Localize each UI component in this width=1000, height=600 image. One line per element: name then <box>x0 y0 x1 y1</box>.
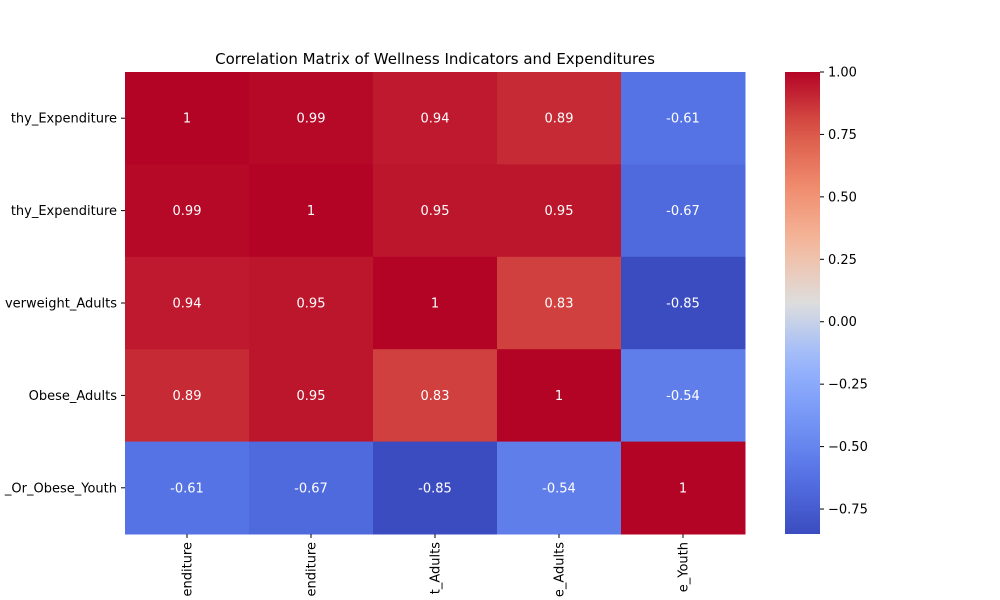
cell-value-label: 0.99 <box>297 112 326 127</box>
cell-value-label: 0.94 <box>173 297 202 312</box>
colorbar-tick-label: −0.25 <box>828 378 868 393</box>
colorbar-tick-label: 0.25 <box>828 253 857 268</box>
heatmap-cell <box>125 256 250 350</box>
heatmap-cell <box>497 256 622 350</box>
heatmap-cell <box>373 164 498 258</box>
cell-value-label: 1 <box>431 297 439 312</box>
colorbar-tick-label: 1.00 <box>828 66 857 81</box>
cell-value-label: -0.67 <box>666 204 700 219</box>
column-label: enditure <box>181 542 196 597</box>
heatmap-cell <box>373 72 498 165</box>
heatmap-cell <box>249 164 374 258</box>
column-label: t_Adults <box>429 542 444 594</box>
heatmap-cell <box>497 72 622 165</box>
colorbar-tick-label: 0.00 <box>828 315 857 330</box>
heatmap-cell <box>497 164 622 258</box>
heatmap-cell <box>373 441 498 535</box>
cell-value-label: -0.54 <box>666 389 700 404</box>
row-label: thy_Expenditure <box>11 112 117 127</box>
heatmap-cell <box>621 349 746 443</box>
cell-value-label: -0.61 <box>666 112 700 127</box>
cell-value-label: 0.95 <box>297 297 326 312</box>
colorbar <box>785 72 820 534</box>
heatmap-cell <box>125 441 250 535</box>
heatmap-cell <box>249 349 374 443</box>
cell-value-label: 0.89 <box>173 389 202 404</box>
cell-value-label: -0.67 <box>294 481 328 496</box>
colorbar-tick-label: 0.50 <box>828 190 857 205</box>
heatmap-cell <box>125 164 250 258</box>
heatmap-cell <box>621 441 746 535</box>
cell-value-label: 1 <box>555 389 563 404</box>
cell-value-label: 0.95 <box>421 204 450 219</box>
cell-annotations: 1 0.99 0.94 0.89 -0.61 0.99 1 0.95 0.95 -0.67 0.94… <box>170 112 700 497</box>
heatmap-cell <box>621 164 746 258</box>
cell-value-label: -0.85 <box>418 481 452 496</box>
column-labels: enditure enditure t_Adults e_Adults e_Youth <box>181 534 692 597</box>
cell-value-label: -0.61 <box>170 481 204 496</box>
row-label: Obese_Adults <box>29 389 118 404</box>
heatmap-cell <box>249 441 374 535</box>
column-label: enditure <box>305 542 320 597</box>
cell-value-label: -0.85 <box>666 297 700 312</box>
colorbar-tick-label: −0.75 <box>828 503 868 518</box>
heatmap-cell <box>621 72 746 165</box>
colorbar-ticks: 1.00 0.75 0.50 0.25 0.00 −0.25 −0.50 −0.75 <box>820 66 868 518</box>
column-label: e_Youth <box>677 542 692 592</box>
row-labels: thy_Expenditure thy_Expenditure verweight_… <box>4 112 125 496</box>
cell-value-label: 0.99 <box>173 204 202 219</box>
heatmap-cell <box>497 349 622 443</box>
cell-value-label: 0.83 <box>545 297 574 312</box>
cell-value-label: -0.54 <box>542 481 576 496</box>
heatmap-cell <box>373 349 498 443</box>
heatmap-cells <box>125 72 746 535</box>
heatmap-cell <box>373 256 498 350</box>
heatmap-cell <box>621 256 746 350</box>
cell-value-label: 1 <box>679 481 687 496</box>
colorbar-tick-label: 0.75 <box>828 128 857 143</box>
cell-value-label: 1 <box>307 204 315 219</box>
row-label: verweight_Adults <box>5 297 117 312</box>
column-label: e_Adults <box>553 542 568 597</box>
chart-title: Correlation Matrix of Wellness Indicator… <box>215 50 655 68</box>
heatmap-cell <box>497 441 622 535</box>
heatmap-cell <box>249 256 374 350</box>
row-label: thy_Expenditure <box>11 204 117 219</box>
heatmap-cell <box>125 72 250 165</box>
cell-value-label: 0.83 <box>421 389 450 404</box>
cell-value-label: 0.94 <box>421 112 450 127</box>
cell-value-label: 1 <box>183 112 191 127</box>
cell-value-label: 0.95 <box>297 389 326 404</box>
cell-value-label: 0.89 <box>545 112 574 127</box>
colorbar-tick-label: −0.50 <box>828 440 868 455</box>
cell-value-label: 0.95 <box>545 204 574 219</box>
row-label: _Or_Obese_Youth <box>4 481 117 496</box>
heatmap-cell <box>249 72 374 165</box>
heatmap-cell <box>125 349 250 443</box>
